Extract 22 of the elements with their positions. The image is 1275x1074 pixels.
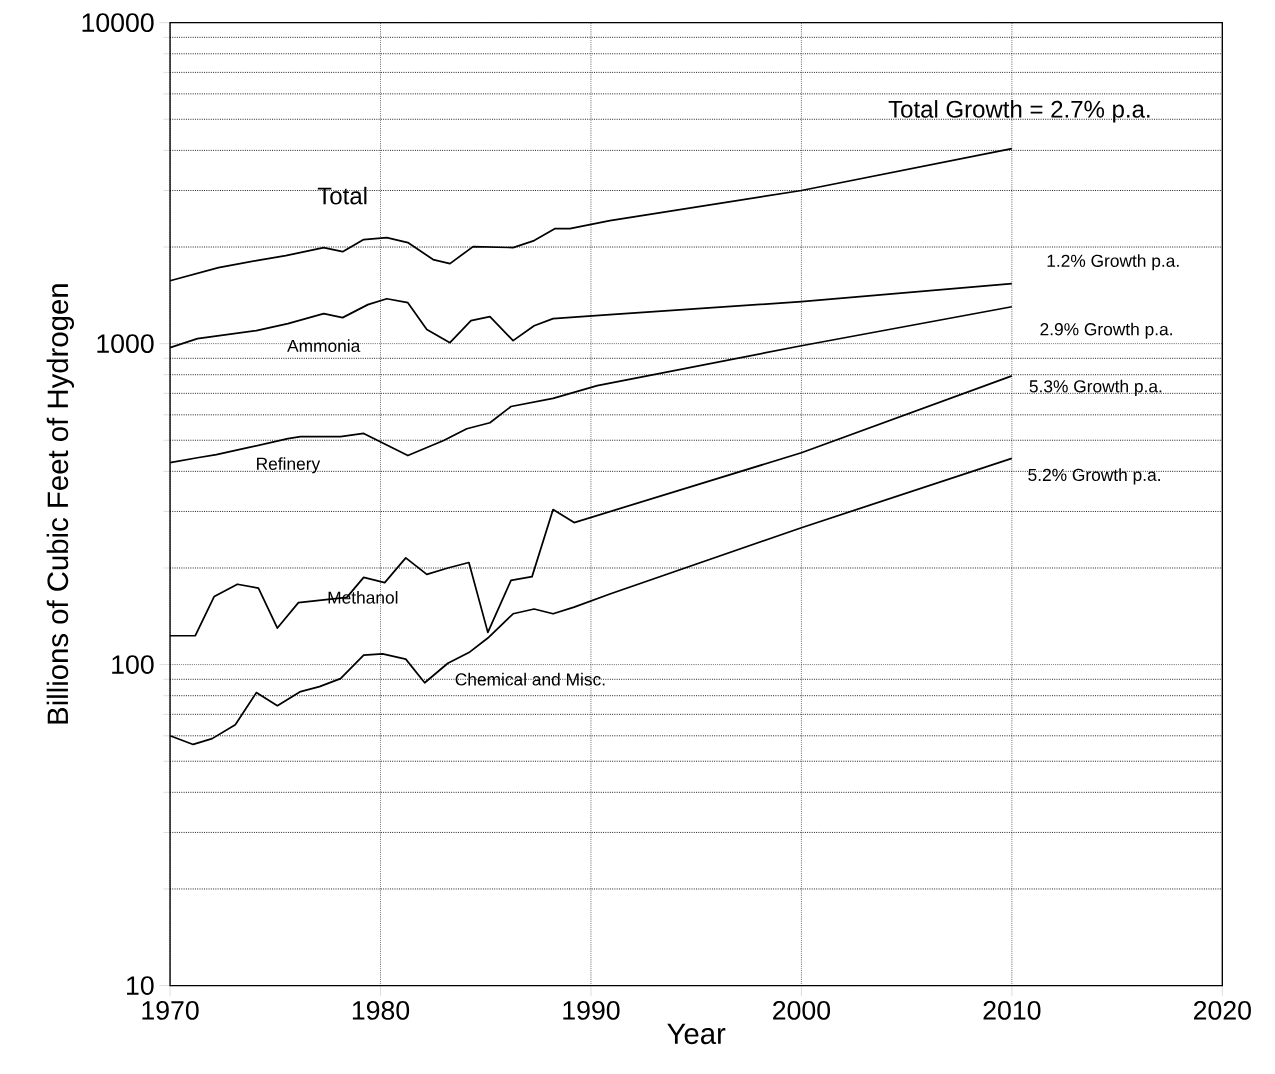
y-axis-title: Billions of Cubic Feet of Hydrogen xyxy=(46,284,74,724)
annotation: 5.3% Growth p.a. xyxy=(1029,379,1162,397)
y-tick-label: 100 xyxy=(112,655,154,675)
series-label: Ammonia xyxy=(287,339,361,353)
series-label: Methanol xyxy=(328,591,398,604)
series-label: Total xyxy=(317,187,367,205)
annotation: 2.9% Growth p.a. xyxy=(1040,322,1172,340)
y-tick-label: 10000 xyxy=(82,13,154,33)
x-tick-label: 1980 xyxy=(352,1001,410,1021)
y-tick-label: 1000 xyxy=(97,334,154,354)
x-tick-label: 1990 xyxy=(563,1001,620,1021)
y-tick-label: 10 xyxy=(127,976,154,996)
annotation: 5.2% Growth p.a. xyxy=(1028,468,1160,485)
series-label: Refinery xyxy=(257,457,321,474)
x-tick-label: 1970 xyxy=(142,1001,199,1021)
x-axis-title: Year xyxy=(667,1023,726,1045)
x-tick-label: 2000 xyxy=(773,1001,831,1021)
annotation: 1.2% Growth p.a. xyxy=(1047,254,1179,271)
series-label: Chemical and Misc. xyxy=(455,673,605,686)
annotation: Total Growth = 2.7% p.a. xyxy=(888,100,1150,123)
x-tick-label: 2010 xyxy=(983,1001,1041,1021)
x-tick-label: 2020 xyxy=(1193,1001,1251,1021)
